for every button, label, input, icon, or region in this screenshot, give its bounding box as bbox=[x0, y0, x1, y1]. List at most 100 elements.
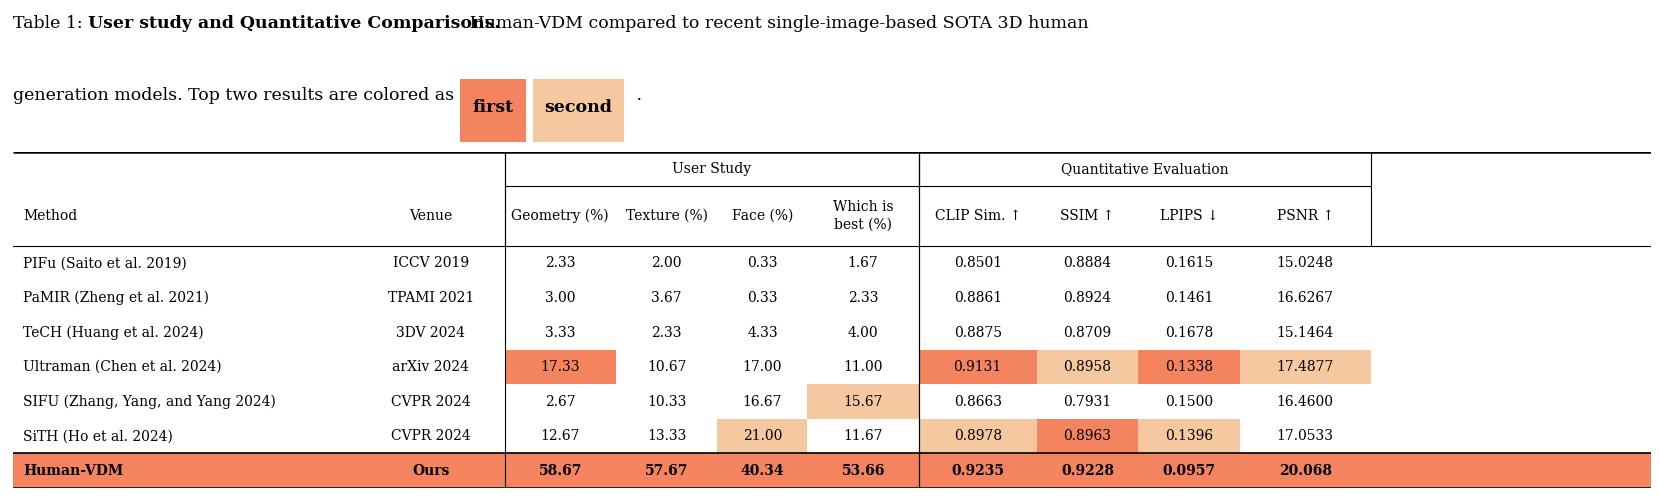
Text: CLIP Sim. ↑: CLIP Sim. ↑ bbox=[934, 209, 1020, 223]
FancyBboxPatch shape bbox=[504, 350, 615, 384]
Text: 4.00: 4.00 bbox=[848, 325, 878, 340]
Text: 0.8884: 0.8884 bbox=[1063, 256, 1112, 270]
Text: LPIPS ↓: LPIPS ↓ bbox=[1160, 209, 1218, 223]
Text: 0.8501: 0.8501 bbox=[954, 256, 1002, 270]
Text: 58.67: 58.67 bbox=[539, 464, 582, 478]
Text: 40.34: 40.34 bbox=[740, 464, 785, 478]
Text: 2.00: 2.00 bbox=[652, 256, 682, 270]
Text: 15.67: 15.67 bbox=[843, 395, 883, 409]
Text: 2.67: 2.67 bbox=[544, 395, 576, 409]
Text: User Study: User Study bbox=[672, 162, 752, 176]
FancyBboxPatch shape bbox=[919, 419, 1037, 454]
Text: 0.33: 0.33 bbox=[747, 291, 778, 305]
FancyBboxPatch shape bbox=[533, 79, 624, 142]
Text: Ours: Ours bbox=[411, 464, 450, 478]
Text: 20.068: 20.068 bbox=[1279, 464, 1332, 478]
FancyBboxPatch shape bbox=[717, 419, 808, 454]
Text: 13.33: 13.33 bbox=[647, 429, 687, 443]
Text: 2.33: 2.33 bbox=[848, 291, 878, 305]
Text: 21.00: 21.00 bbox=[743, 429, 781, 443]
Text: 10.67: 10.67 bbox=[647, 360, 687, 374]
Text: User study and Quantitative Comparisons.: User study and Quantitative Comparisons. bbox=[88, 15, 501, 32]
Text: 1.67: 1.67 bbox=[848, 256, 879, 270]
Text: 0.8963: 0.8963 bbox=[1063, 429, 1112, 443]
Text: 17.00: 17.00 bbox=[743, 360, 781, 374]
Text: arXiv 2024: arXiv 2024 bbox=[393, 360, 469, 374]
Text: Ultraman (Chen et al. 2024): Ultraman (Chen et al. 2024) bbox=[23, 360, 222, 374]
Text: 0.8861: 0.8861 bbox=[954, 291, 1002, 305]
Text: 0.1338: 0.1338 bbox=[1165, 360, 1213, 374]
Text: Table 1: User study and Quantitative Comparisons.: Table 1: User study and Quantitative Com… bbox=[13, 15, 463, 32]
Text: 15.1464: 15.1464 bbox=[1276, 325, 1334, 340]
Text: Quantitative Evaluation: Quantitative Evaluation bbox=[1060, 162, 1229, 176]
Text: 0.1461: 0.1461 bbox=[1165, 291, 1213, 305]
Text: 0.1678: 0.1678 bbox=[1165, 325, 1213, 340]
Text: 10.33: 10.33 bbox=[647, 395, 687, 409]
Text: 3DV 2024: 3DV 2024 bbox=[397, 325, 465, 340]
Text: 0.8958: 0.8958 bbox=[1063, 360, 1112, 374]
Text: 3.00: 3.00 bbox=[544, 291, 576, 305]
Text: 11.67: 11.67 bbox=[843, 429, 883, 443]
Text: generation models. Top two results are colored as: generation models. Top two results are c… bbox=[13, 87, 460, 104]
Text: ICCV 2019: ICCV 2019 bbox=[393, 256, 469, 270]
FancyBboxPatch shape bbox=[1037, 350, 1138, 384]
Text: Human-VDM: Human-VDM bbox=[23, 464, 123, 478]
Text: SIFU (Zhang, Yang, and Yang 2024): SIFU (Zhang, Yang, and Yang 2024) bbox=[23, 395, 275, 409]
Text: 57.67: 57.67 bbox=[645, 464, 688, 478]
Text: Venue: Venue bbox=[410, 209, 453, 223]
FancyBboxPatch shape bbox=[13, 454, 1651, 488]
Text: 15.0248: 15.0248 bbox=[1277, 256, 1334, 270]
Text: 0.1615: 0.1615 bbox=[1165, 256, 1213, 270]
Text: TPAMI 2021: TPAMI 2021 bbox=[388, 291, 474, 305]
FancyBboxPatch shape bbox=[808, 384, 919, 419]
Text: 0.0957: 0.0957 bbox=[1163, 464, 1216, 478]
Text: 16.67: 16.67 bbox=[743, 395, 781, 409]
Text: 16.6267: 16.6267 bbox=[1277, 291, 1334, 305]
Text: TeCH (Huang et al. 2024): TeCH (Huang et al. 2024) bbox=[23, 325, 204, 340]
FancyBboxPatch shape bbox=[919, 350, 1037, 384]
Text: 11.00: 11.00 bbox=[843, 360, 883, 374]
Text: Texture (%): Texture (%) bbox=[625, 209, 708, 223]
Text: 0.8709: 0.8709 bbox=[1063, 325, 1112, 340]
Text: 3.67: 3.67 bbox=[652, 291, 682, 305]
Text: 0.8978: 0.8978 bbox=[954, 429, 1002, 443]
Text: 16.4600: 16.4600 bbox=[1277, 395, 1334, 409]
Text: 3.33: 3.33 bbox=[544, 325, 576, 340]
Text: CVPR 2024: CVPR 2024 bbox=[392, 395, 471, 409]
Text: 0.1500: 0.1500 bbox=[1165, 395, 1213, 409]
Text: 0.8924: 0.8924 bbox=[1063, 291, 1112, 305]
Text: Human-VDM compared to recent single-image-based SOTA 3D human: Human-VDM compared to recent single-imag… bbox=[463, 15, 1088, 32]
Text: 0.9131: 0.9131 bbox=[954, 360, 1002, 374]
Text: .: . bbox=[630, 87, 642, 104]
Text: 0.7931: 0.7931 bbox=[1063, 395, 1112, 409]
Text: Geometry (%): Geometry (%) bbox=[511, 209, 609, 223]
Text: Which is
best (%): Which is best (%) bbox=[833, 201, 894, 232]
FancyBboxPatch shape bbox=[1239, 350, 1370, 384]
Text: 0.8663: 0.8663 bbox=[954, 395, 1002, 409]
Text: 0.1396: 0.1396 bbox=[1165, 429, 1213, 443]
Text: 0.9235: 0.9235 bbox=[951, 464, 1004, 478]
FancyBboxPatch shape bbox=[460, 79, 526, 142]
Text: Method: Method bbox=[23, 209, 78, 223]
Text: Table 1:: Table 1: bbox=[13, 15, 88, 32]
Text: 17.4877: 17.4877 bbox=[1276, 360, 1334, 374]
Text: first: first bbox=[473, 99, 514, 116]
Text: PIFu (Saito et al. 2019): PIFu (Saito et al. 2019) bbox=[23, 256, 187, 270]
Text: 0.8875: 0.8875 bbox=[954, 325, 1002, 340]
Text: SiTH (Ho et al. 2024): SiTH (Ho et al. 2024) bbox=[23, 429, 173, 443]
Text: 17.0533: 17.0533 bbox=[1277, 429, 1334, 443]
Text: 2.33: 2.33 bbox=[652, 325, 682, 340]
FancyBboxPatch shape bbox=[1037, 419, 1138, 454]
Text: 12.67: 12.67 bbox=[541, 429, 581, 443]
Text: 53.66: 53.66 bbox=[841, 464, 884, 478]
Text: 4.33: 4.33 bbox=[747, 325, 778, 340]
Text: PSNR ↑: PSNR ↑ bbox=[1276, 209, 1334, 223]
Text: CVPR 2024: CVPR 2024 bbox=[392, 429, 471, 443]
Text: SSIM ↑: SSIM ↑ bbox=[1060, 209, 1115, 223]
Text: second: second bbox=[544, 99, 612, 116]
Text: Face (%): Face (%) bbox=[732, 209, 793, 223]
Text: 0.33: 0.33 bbox=[747, 256, 778, 270]
FancyBboxPatch shape bbox=[1138, 350, 1239, 384]
Text: 2.33: 2.33 bbox=[544, 256, 576, 270]
Text: PaMIR (Zheng et al. 2021): PaMIR (Zheng et al. 2021) bbox=[23, 291, 209, 305]
